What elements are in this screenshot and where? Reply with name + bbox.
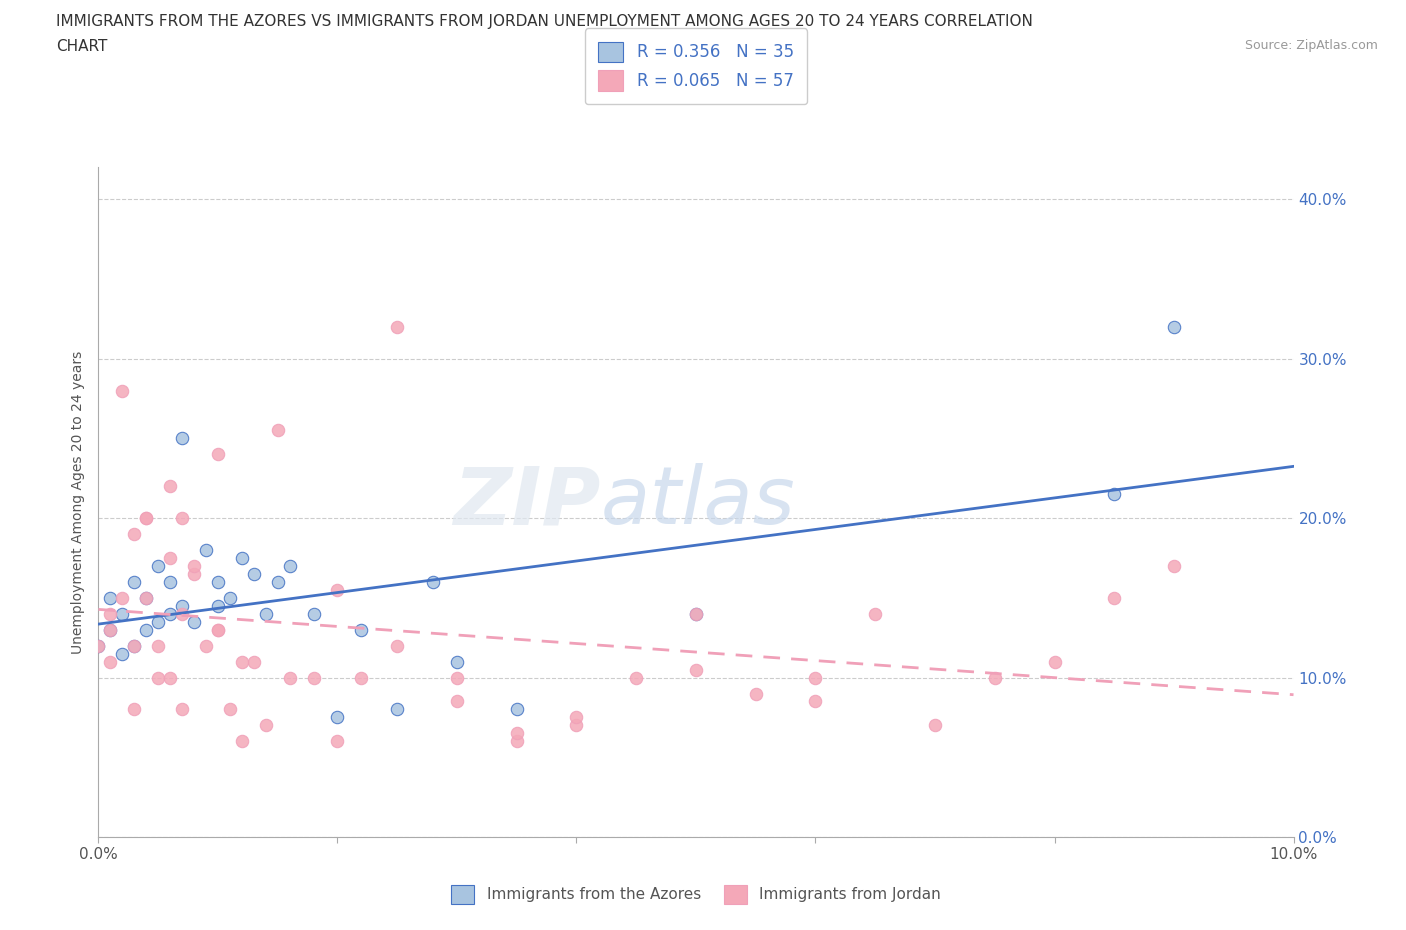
Point (98, 622, 122, 637)
Point (446, 694, 468, 709)
Point (159, 551, 181, 565)
Point (1104, 591, 1126, 605)
Point (148, 559, 170, 574)
Point (506, 726, 529, 741)
Point (87, 638, 110, 653)
Point (326, 734, 349, 749)
Point (207, 622, 229, 637)
Point (385, 319, 409, 334)
Point (506, 702, 529, 717)
Point (183, 615, 205, 630)
Point (207, 598, 229, 613)
Point (98, 622, 122, 637)
Point (98, 654, 122, 669)
Point (243, 654, 266, 669)
Text: CHART: CHART (56, 39, 108, 54)
Point (804, 671, 827, 685)
Point (159, 671, 181, 685)
Point (446, 654, 468, 669)
Legend: Immigrants from the Azores, Immigrants from Jordan: Immigrants from the Azores, Immigrants f… (446, 879, 946, 910)
Point (207, 447, 229, 462)
Point (183, 566, 205, 581)
Point (1104, 486, 1126, 501)
Point (207, 575, 229, 590)
Point (111, 383, 134, 398)
Point (267, 423, 290, 438)
Point (422, 575, 444, 590)
Point (685, 606, 707, 621)
Point (804, 694, 827, 709)
Point (124, 526, 146, 541)
Point (267, 575, 290, 590)
Point (565, 718, 588, 733)
Point (111, 591, 134, 605)
Point (98, 591, 122, 605)
Point (148, 671, 170, 685)
Point (148, 638, 170, 653)
Point (983, 671, 1005, 685)
Point (745, 686, 768, 701)
Point (350, 622, 373, 637)
Point (385, 702, 409, 717)
Point (865, 606, 887, 621)
Point (326, 710, 349, 724)
Point (1163, 319, 1185, 334)
Point (219, 591, 242, 605)
Text: ZIP: ZIP (453, 463, 600, 541)
Point (159, 575, 181, 590)
Point (219, 702, 242, 717)
Point (243, 566, 266, 581)
Point (506, 734, 529, 749)
Text: atlas: atlas (600, 463, 796, 541)
Point (624, 671, 647, 685)
Point (124, 638, 146, 653)
Point (135, 591, 157, 605)
Point (685, 662, 707, 677)
Point (194, 638, 218, 653)
Point (207, 622, 229, 637)
Point (124, 638, 146, 653)
Point (1163, 559, 1185, 574)
Point (172, 431, 194, 445)
Point (135, 591, 157, 605)
Point (111, 646, 134, 661)
Point (385, 638, 409, 653)
Point (1043, 654, 1066, 669)
Point (302, 606, 325, 621)
Point (159, 606, 181, 621)
Y-axis label: Unemployment Among Ages 20 to 24 years: Unemployment Among Ages 20 to 24 years (70, 351, 84, 654)
Point (87, 638, 110, 653)
Point (124, 575, 146, 590)
Point (111, 606, 134, 621)
Point (172, 511, 194, 525)
Point (302, 671, 325, 685)
Text: Source: ZipAtlas.com: Source: ZipAtlas.com (1244, 39, 1378, 52)
Point (350, 671, 373, 685)
Point (278, 559, 301, 574)
Point (446, 671, 468, 685)
Point (135, 511, 157, 525)
Point (135, 511, 157, 525)
Point (565, 710, 588, 724)
Point (231, 654, 253, 669)
Point (135, 622, 157, 637)
Point (326, 582, 349, 597)
Text: IMMIGRANTS FROM THE AZORES VS IMMIGRANTS FROM JORDAN UNEMPLOYMENT AMONG AGES 20 : IMMIGRANTS FROM THE AZORES VS IMMIGRANTS… (56, 14, 1033, 29)
Point (124, 702, 146, 717)
Point (172, 702, 194, 717)
Point (231, 551, 253, 565)
Point (159, 479, 181, 494)
Point (254, 718, 277, 733)
Point (98, 606, 122, 621)
Point (278, 671, 301, 685)
Point (685, 606, 707, 621)
Point (254, 606, 277, 621)
Point (148, 615, 170, 630)
Point (172, 606, 194, 621)
Point (924, 718, 946, 733)
Point (231, 734, 253, 749)
Point (172, 598, 194, 613)
Point (194, 542, 218, 557)
Point (183, 559, 205, 574)
